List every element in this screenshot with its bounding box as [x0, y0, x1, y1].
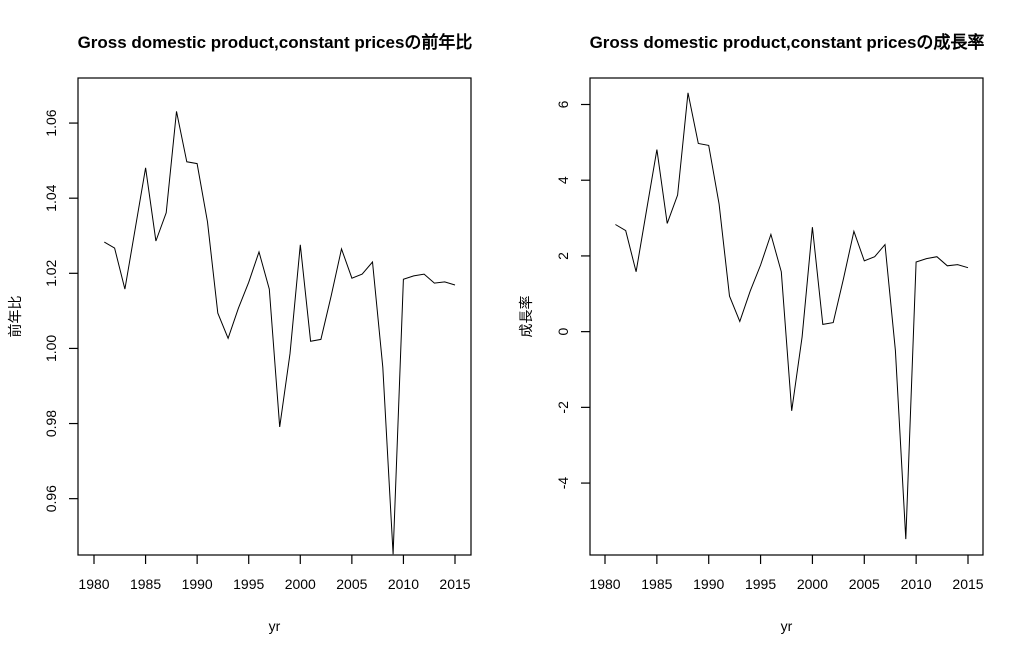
y-tick-label: 1.06: [43, 109, 59, 136]
x-tick-label: 2000: [797, 576, 828, 592]
panel-yoy-ratio: Gross domestic product,constant pricesの前…: [7, 32, 472, 634]
x-tick-label: 2010: [388, 576, 419, 592]
y-axis-label: 成長率: [518, 296, 534, 338]
x-tick-label: 1995: [745, 576, 776, 592]
y-tick-label: 1.00: [43, 335, 59, 362]
y-tick-label: 6: [555, 100, 571, 108]
y-tick-label: 0: [555, 328, 571, 336]
x-tick-label: 1990: [182, 576, 213, 592]
y-tick-label: 2: [555, 252, 571, 260]
y-tick-label: -4: [555, 477, 571, 490]
x-axis-label: yr: [269, 618, 281, 634]
x-tick-label: 2010: [901, 576, 932, 592]
x-tick-label: 1995: [233, 576, 264, 592]
panel-growth-rate: Gross domestic product,constant pricesの成…: [518, 32, 984, 634]
y-axis-label: 前年比: [7, 296, 23, 338]
y-tick-label: -2: [555, 401, 571, 414]
x-tick-label: 1980: [589, 576, 620, 592]
x-axis-label: yr: [781, 618, 793, 634]
plot-frame: [77, 77, 472, 556]
x-tick-label: 2015: [952, 576, 983, 592]
chart-title: Gross domestic product,constant pricesの成…: [590, 32, 985, 52]
y-tick-label: 1.04: [43, 184, 59, 211]
x-tick-label: 2005: [336, 576, 367, 592]
y-tick-label: 4: [555, 176, 571, 184]
x-tick-label: 1985: [641, 576, 672, 592]
x-tick-label: 1985: [130, 576, 161, 592]
y-tick-label: 0.98: [43, 410, 59, 437]
x-tick-label: 2000: [285, 576, 316, 592]
series-line: [104, 111, 456, 555]
x-tick-label: 2015: [439, 576, 470, 592]
plot-frame: [589, 77, 984, 556]
chart-title: Gross domestic product,constant pricesの前…: [78, 32, 473, 52]
x-tick-label: 1990: [693, 576, 724, 592]
y-tick-label: 0.96: [43, 485, 59, 512]
x-tick-label: 2005: [849, 576, 880, 592]
y-tick-label: 1.02: [43, 259, 59, 286]
series-line: [615, 92, 969, 540]
x-tick-label: 1980: [78, 576, 109, 592]
